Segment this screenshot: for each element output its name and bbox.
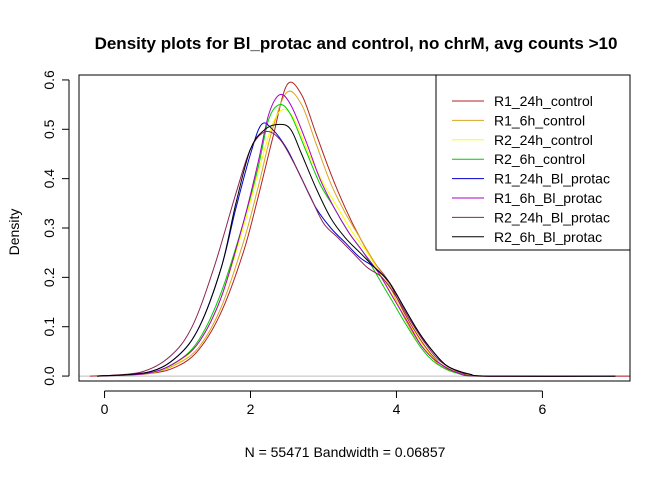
chart-title: Density plots for Bl_protac and control,… xyxy=(95,34,618,53)
x-tick-label: 2 xyxy=(247,401,255,417)
x-axis-label: N = 55471 Bandwidth = 0.06857 xyxy=(245,444,446,460)
y-tick-label: 0.6 xyxy=(41,70,57,90)
y-tick-label: 0.0 xyxy=(41,366,57,386)
x-tick-label: 6 xyxy=(539,401,547,417)
y-tick-label: 0.5 xyxy=(41,119,57,139)
legend-label: R2_6h_control xyxy=(494,151,585,167)
legend-label: R1_6h_control xyxy=(494,112,585,128)
legend-label: R2_24h_Bl_protac xyxy=(494,209,610,225)
y-tick-label: 0.3 xyxy=(41,218,57,238)
y-axis-label: Density xyxy=(6,209,22,256)
x-tick-label: 4 xyxy=(393,401,401,417)
legend-label: R1_24h_control xyxy=(494,93,593,109)
legend-label: R1_24h_Bl_protac xyxy=(494,171,610,187)
legend-box xyxy=(435,74,631,251)
legend-label: R1_6h_Bl_protac xyxy=(494,190,602,206)
y-tick-label: 0.4 xyxy=(41,169,57,189)
y-tick-label: 0.1 xyxy=(41,317,57,337)
series-line-R2_6h_Bl_protac xyxy=(97,123,616,377)
legend-label: R2_6h_Bl_protac xyxy=(494,229,602,245)
series-line-R2_24h_Bl_protac xyxy=(97,130,616,377)
y-tick-label: 0.2 xyxy=(41,267,57,287)
series-line-R2_6h_control xyxy=(97,103,616,377)
series-layer xyxy=(89,81,631,377)
series-line-R1_6h_Bl_protac xyxy=(97,93,616,377)
y-axis: 0.0 0.1 0.2 0.3 0.4 0.5 0.6 xyxy=(41,70,70,386)
x-axis: 0 2 4 6 xyxy=(101,390,547,417)
x-tick-label: 0 xyxy=(101,401,109,417)
legend-label: R2_24h_control xyxy=(494,132,593,148)
legend: R1_24h_control R1_6h_control R2_24h_contro… xyxy=(435,74,631,251)
